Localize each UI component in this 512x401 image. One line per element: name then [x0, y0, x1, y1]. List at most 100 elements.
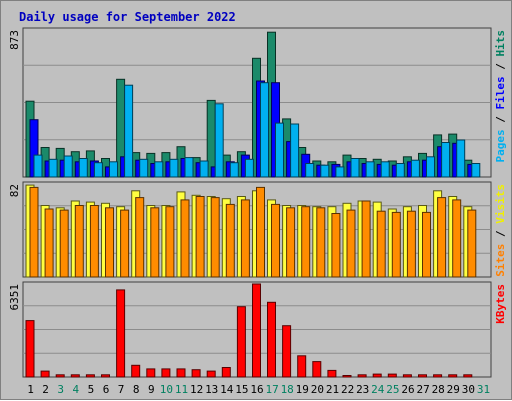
bar-visits-sites-day-25: [391, 211, 401, 278]
x-tick-label-day-5: 5: [88, 383, 95, 396]
bar-kbytes-kbytes-day-9: [146, 368, 156, 378]
bar-kbytes-kbytes-day-22: [342, 375, 352, 378]
x-tick-label-day-12: 12: [190, 383, 203, 396]
bar-kbytes-kbytes-day-13: [206, 370, 216, 378]
x-tick-label-day-2: 2: [42, 383, 49, 396]
bar-hits-pages-day-23: [365, 161, 375, 178]
bar-kbytes-kbytes-day-12: [191, 369, 201, 378]
bar-visits-sites-day-6: [105, 207, 114, 278]
bar-kbytes-kbytes-day-21: [327, 369, 337, 378]
panel-visits-side-label-part: Sites: [494, 244, 507, 277]
bar-hits-pages-day-29: [456, 139, 466, 178]
panel-hits-side-label-part: Files: [494, 76, 507, 109]
bar-hits-pages-day-15: [244, 158, 254, 178]
x-tick-label-day-23: 23: [356, 383, 369, 396]
x-tick-label-day-25: 25: [386, 383, 399, 396]
bar-visits-sites-day-26: [406, 210, 416, 278]
bar-kbytes-kbytes-day-16: [252, 283, 261, 378]
bar-hits-pages-day-16: [260, 82, 269, 178]
bar-visits-sites-day-27: [422, 211, 431, 278]
bar-hits-pages-day-8: [139, 158, 149, 178]
x-tick-label-day-22: 22: [341, 383, 354, 396]
x-tick-label-day-26: 26: [401, 383, 414, 396]
bar-visits-sites-day-20: [316, 207, 326, 278]
panel-kbytes-side-label-part: KBytes: [494, 284, 507, 324]
bar-hits-pages-day-25: [395, 163, 405, 178]
bar-visits-sites-day-24: [376, 210, 386, 278]
panel-hits-max-label: 873: [8, 30, 21, 50]
bar-hits-pages-day-11: [184, 157, 194, 178]
bar-kbytes-kbytes-day-27: [418, 374, 427, 378]
bar-kbytes-kbytes-day-5: [85, 374, 95, 378]
bar-kbytes-kbytes-day-7: [116, 289, 126, 378]
x-tick-label-day-20: 20: [311, 383, 324, 396]
panel-visits-side-label-part: Visits: [494, 184, 507, 224]
bar-visits-sites-day-18: [286, 207, 296, 278]
x-tick-label-day-4: 4: [72, 383, 79, 396]
bar-visits-sites-day-28: [437, 197, 447, 278]
bar-visits-sites-day-4: [74, 205, 84, 278]
x-tick-label-day-31: 31: [477, 383, 490, 396]
bar-kbytes-kbytes-day-29: [448, 374, 458, 378]
bar-visits-sites-day-12: [195, 196, 205, 278]
bar-kbytes-kbytes-day-30: [463, 374, 473, 378]
x-tick-label-day-8: 8: [133, 383, 140, 396]
bar-visits-sites-day-16: [256, 186, 265, 278]
bar-kbytes-kbytes-day-11: [176, 368, 186, 378]
bar-visits-sites-day-21: [331, 213, 341, 278]
bar-kbytes-kbytes-day-19: [297, 355, 307, 378]
panel-hits-side-label-part: /: [494, 110, 507, 130]
bar-kbytes-kbytes-day-2: [40, 370, 50, 378]
panel-kbytes-max-label: 6351: [8, 284, 21, 311]
x-tick-label-day-3: 3: [57, 383, 64, 396]
chart-title: Daily usage for September 2022: [19, 10, 236, 24]
x-tick-label-day-9: 9: [148, 383, 155, 396]
bar-kbytes-kbytes-day-14: [221, 367, 231, 378]
x-tick-label-day-24: 24: [371, 383, 385, 396]
bar-hits-pages-day-30: [471, 163, 481, 178]
bar-hits-pages-day-19: [305, 163, 315, 178]
panel-visits-side-label: Sites / Visits: [494, 184, 507, 277]
x-tick-label-day-21: 21: [326, 383, 339, 396]
bar-visits-sites-day-9: [150, 207, 160, 278]
bar-kbytes-kbytes-day-4: [70, 374, 80, 378]
bar-kbytes-kbytes-day-25: [387, 373, 397, 378]
x-tick-label-day-18: 18: [281, 383, 294, 396]
panel-hits-side-label: Pages / Files / Hits: [494, 30, 507, 163]
bar-hits-pages-day-26: [410, 159, 420, 178]
bar-kbytes-kbytes-day-10: [161, 368, 171, 378]
bar-visits-sites-day-19: [301, 206, 311, 278]
bar-hits-pages-day-21: [335, 166, 345, 178]
bar-hits-pages-day-18: [290, 123, 300, 178]
bar-visits-sites-day-2: [44, 208, 54, 278]
bar-visits-sites-day-30: [467, 209, 477, 278]
bar-hits-pages-day-2: [48, 158, 58, 178]
panel-hits-side-label-part: /: [494, 57, 507, 77]
bar-visits-sites-day-8: [135, 197, 145, 278]
bar-hits-pages-day-5: [93, 162, 103, 178]
bar-visits-sites-day-17: [271, 203, 280, 278]
panel-hits-side-label-part: Pages: [494, 129, 507, 162]
bar-hits-pages-day-6: [109, 161, 118, 178]
x-tick-label-day-6: 6: [103, 383, 110, 396]
bar-kbytes-kbytes-day-18: [282, 325, 292, 378]
bar-kbytes-kbytes-day-20: [312, 361, 322, 378]
bar-kbytes-kbytes-day-3: [55, 374, 65, 378]
bar-hits-pages-day-17: [275, 122, 284, 178]
x-tick-label-day-1: 1: [27, 383, 34, 396]
bar-hits-pages-day-1: [33, 154, 43, 178]
bar-hits-pages-day-22: [350, 158, 360, 178]
bar-visits-sites-day-15: [240, 199, 250, 278]
bar-hits-pages-day-14: [229, 162, 239, 178]
panel-hits-side-label-part: Hits: [494, 30, 507, 57]
bar-kbytes-kbytes-day-8: [131, 364, 141, 378]
bar-visits-sites-day-23: [361, 200, 371, 278]
bar-visits-sites-day-7: [120, 209, 130, 278]
x-tick-label-day-30: 30: [462, 383, 475, 396]
x-tick-label-day-28: 28: [432, 383, 445, 396]
bar-hits-pages-day-12: [199, 160, 209, 178]
bar-visits-sites-day-5: [89, 205, 99, 278]
bar-hits-pages-day-24: [380, 161, 390, 178]
bar-kbytes-kbytes-day-6: [101, 374, 110, 378]
